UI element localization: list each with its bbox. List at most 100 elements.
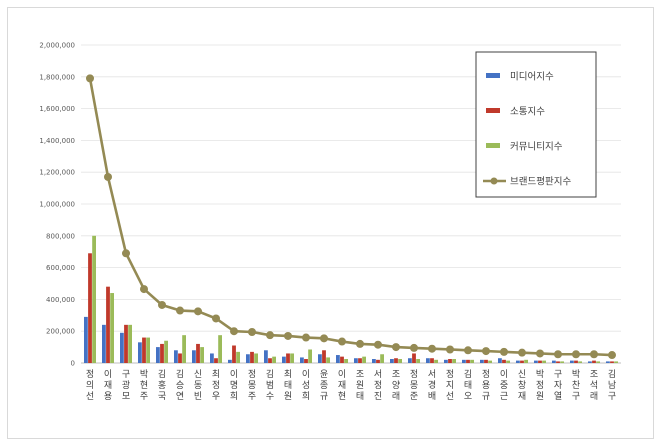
bar-커뮤니티지수: [236, 351, 240, 363]
y-tick-label: 0: [71, 360, 75, 368]
bar-미디어지수: [462, 359, 466, 363]
legend-label: 커뮤니티지수: [510, 142, 563, 153]
bar-커뮤니티지수: [506, 360, 510, 363]
bar-커뮤니티지수: [218, 335, 222, 363]
bar-미디어지수: [192, 350, 196, 363]
legend-swatch: [486, 73, 500, 78]
point-브랜드평판지수: [158, 300, 166, 309]
bar-소통지수: [124, 324, 128, 363]
bar-미디어지수: [426, 358, 430, 363]
bar-미디어지수: [264, 350, 268, 363]
point-브랜드평판지수: [482, 347, 490, 356]
bar-커뮤니티지수: [254, 353, 258, 363]
bar-소통지수: [610, 361, 614, 363]
bar-소통지수: [520, 360, 524, 363]
bar-미디어지수: [174, 350, 178, 363]
bar-소통지수: [484, 359, 488, 363]
bar-소통지수: [106, 286, 110, 363]
legend-label: 브랜드평판지수: [510, 177, 571, 188]
bar-소통지수: [358, 358, 362, 363]
bar-소통지수: [304, 359, 308, 363]
bar-소통지수: [340, 356, 344, 363]
bar-소통지수: [250, 351, 254, 363]
point-브랜드평판지수: [212, 314, 220, 323]
point-브랜드평판지수: [338, 337, 346, 346]
bar-소통지수: [160, 343, 164, 363]
bar-미디어지수: [300, 357, 304, 363]
bar-미디어지수: [390, 359, 394, 363]
bar-미디어지수: [210, 353, 214, 363]
bar-소통지수: [178, 353, 182, 363]
bar-커뮤니티지수: [362, 356, 366, 363]
bar-커뮤니티지수: [470, 359, 474, 363]
bar-소통지수: [196, 343, 200, 363]
bar-소통지수: [538, 360, 542, 363]
point-브랜드평판지수: [320, 334, 328, 343]
bar-미디어지수: [588, 361, 592, 363]
bar-커뮤니티지수: [488, 360, 492, 363]
bar-미디어지수: [246, 354, 250, 363]
point-브랜드평판지수: [608, 351, 616, 360]
bar-미디어지수: [156, 347, 160, 363]
point-브랜드평판지수: [284, 331, 292, 340]
bar-소통지수: [88, 253, 92, 363]
point-브랜드평판지수: [428, 344, 436, 353]
point-브랜드평판지수: [554, 350, 562, 359]
legend-swatch-marker: [490, 177, 498, 185]
point-브랜드평판지수: [248, 327, 256, 336]
bar-미디어지수: [372, 359, 376, 363]
bar-소통지수: [322, 350, 326, 363]
bar-커뮤니티지수: [542, 360, 546, 363]
bar-커뮤니티지수: [182, 335, 186, 363]
bar-커뮤니티지수: [524, 359, 528, 363]
y-tick-label: 2,000,000: [39, 42, 75, 50]
bar-미디어지수: [228, 359, 232, 363]
bar-미디어지수: [480, 359, 484, 363]
bar-소통지수: [448, 359, 452, 363]
y-tick-label: 1,400,000: [39, 137, 75, 145]
bar-소통지수: [286, 353, 290, 363]
point-브랜드평판지수: [104, 172, 112, 181]
bar-미디어지수: [498, 358, 502, 363]
bar-미디어지수: [606, 361, 610, 363]
bar-커뮤니티지수: [128, 324, 132, 363]
bar-커뮤니티지수: [164, 340, 168, 363]
bar-소통지수: [268, 358, 272, 363]
bar-커뮤니티지수: [308, 349, 312, 363]
bar-미디어지수: [444, 359, 448, 363]
bar-커뮤니티지수: [290, 353, 294, 363]
bar-소통지수: [430, 358, 434, 363]
bar-소통지수: [502, 359, 506, 363]
point-브랜드평판지수: [410, 343, 418, 352]
y-tick-label: 1,000,000: [39, 201, 75, 209]
bar-미디어지수: [102, 324, 106, 363]
bar-커뮤니티지수: [614, 361, 618, 363]
bar-미디어지수: [120, 332, 124, 363]
bar-커뮤니티지수: [398, 359, 402, 363]
legend-label: 소통지수: [510, 107, 545, 118]
bar-미디어지수: [552, 360, 556, 363]
point-브랜드평판지수: [500, 347, 508, 356]
bar-커뮤니티지수: [272, 356, 276, 363]
bar-소통지수: [232, 345, 236, 363]
legend-swatch: [486, 143, 500, 148]
point-브랜드평판지수: [176, 306, 184, 315]
bar-커뮤니티지수: [326, 357, 330, 363]
y-tick-label: 400,000: [46, 296, 75, 304]
bar-소통지수: [592, 360, 596, 363]
